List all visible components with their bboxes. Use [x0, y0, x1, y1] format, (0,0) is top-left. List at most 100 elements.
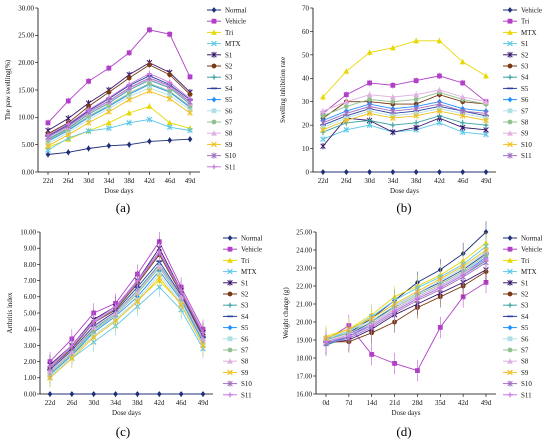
series-line — [47, 77, 191, 138]
x-axis-label: Dose days — [392, 409, 421, 417]
y-axis-label: Weight change (g) — [282, 287, 290, 339]
data-point — [211, 141, 217, 148]
panel-label: (a) — [116, 200, 130, 215]
y-tick-label: 1.00 — [24, 374, 37, 382]
series-line — [49, 260, 204, 371]
legend-label: S9 — [241, 369, 249, 377]
legend-label: S9 — [521, 369, 529, 377]
y-tick-label: 20 — [302, 122, 310, 130]
x-tick-label: 42d — [434, 177, 445, 185]
data-point — [483, 110, 489, 117]
series-line — [322, 75, 487, 114]
data-point — [413, 169, 419, 175]
data-point — [343, 169, 349, 175]
series-S11 — [323, 248, 489, 353]
legend-label: S11 — [521, 152, 532, 160]
data-point — [65, 121, 71, 127]
series-Normal — [45, 135, 193, 158]
y-tick-label: 25.00 — [296, 228, 312, 236]
legend-label: S10 — [241, 380, 252, 388]
legend-label: S6 — [225, 107, 233, 115]
legend-label: Tri — [241, 257, 249, 265]
data-point — [390, 115, 396, 121]
legend-label: S3 — [225, 74, 233, 82]
legend-label: Vehicle — [241, 246, 262, 254]
data-point — [413, 105, 419, 112]
data-point — [367, 80, 372, 86]
y-tick-label: 19.00 — [296, 336, 312, 344]
data-point — [390, 99, 396, 105]
series-line — [322, 101, 487, 121]
y-tick-label: 9.00 — [24, 245, 37, 253]
data-point — [507, 130, 513, 136]
data-point — [507, 152, 513, 159]
x-tick-label: 49d — [481, 399, 492, 407]
data-point — [211, 108, 217, 114]
data-point — [507, 392, 513, 398]
chart-panel-3: 0.00 1.00 2.00 3.00 4.00 5.00 6.00 7.00 8.00 9.00… — [6, 228, 262, 439]
data-point — [156, 249, 162, 254]
legend-label: S9 — [521, 130, 529, 138]
y-tick-label: 7.00 — [24, 277, 37, 285]
series-line — [325, 246, 487, 341]
data-point — [346, 334, 352, 339]
series-line — [326, 271, 487, 343]
data-point — [507, 7, 513, 13]
series-S4 — [47, 251, 206, 380]
data-point — [126, 90, 132, 96]
data-point — [113, 391, 118, 397]
x-tick-label: 14d — [366, 399, 377, 407]
data-point — [86, 78, 91, 84]
series-line — [322, 94, 487, 119]
y-tick-label: 0.00 — [24, 390, 37, 398]
legend-label: S6 — [521, 335, 529, 343]
data-point — [227, 347, 233, 353]
legend-label: S1 — [521, 40, 529, 48]
data-point — [167, 137, 173, 144]
legend-label: S11 — [241, 391, 252, 399]
data-point — [507, 257, 513, 263]
legend-label: Vehicle — [225, 18, 246, 26]
data-point — [146, 116, 153, 123]
series-S11 — [320, 100, 489, 127]
data-point — [167, 88, 173, 94]
series-line — [325, 251, 487, 339]
series-line — [49, 266, 204, 374]
data-point — [323, 339, 329, 345]
series-line — [322, 115, 487, 133]
data-point — [413, 78, 419, 84]
data-point — [392, 361, 397, 366]
series-line — [322, 89, 487, 112]
series-line — [47, 82, 191, 141]
series-line — [47, 75, 191, 137]
legend-label: Vehicle — [521, 246, 542, 254]
data-point — [156, 274, 163, 281]
series-line — [47, 119, 191, 151]
series-line — [47, 29, 191, 124]
panel-label: (d) — [396, 424, 411, 439]
series-line — [49, 286, 204, 379]
data-point — [187, 127, 193, 134]
y-tick-label: 24.00 — [296, 246, 312, 254]
data-point — [156, 263, 163, 269]
data-point — [45, 132, 51, 138]
data-point — [86, 145, 91, 152]
series-line — [49, 252, 204, 369]
legend-label: S7 — [241, 347, 249, 355]
legend-label: S2 — [521, 291, 529, 299]
y-tick-label: 22.00 — [296, 282, 312, 290]
series-line — [322, 110, 487, 131]
data-point — [178, 287, 184, 293]
legend-label: S8 — [521, 119, 529, 127]
series-line — [322, 108, 487, 128]
legend-label: Normal — [241, 235, 262, 243]
data-point — [507, 29, 513, 35]
data-point — [436, 119, 443, 126]
data-point — [187, 74, 193, 80]
data-point — [211, 130, 217, 136]
x-tick-label: 42d — [144, 177, 155, 185]
legend-label: S1 — [521, 279, 529, 287]
data-point — [369, 352, 375, 357]
data-point — [167, 72, 173, 78]
data-point — [459, 94, 466, 100]
